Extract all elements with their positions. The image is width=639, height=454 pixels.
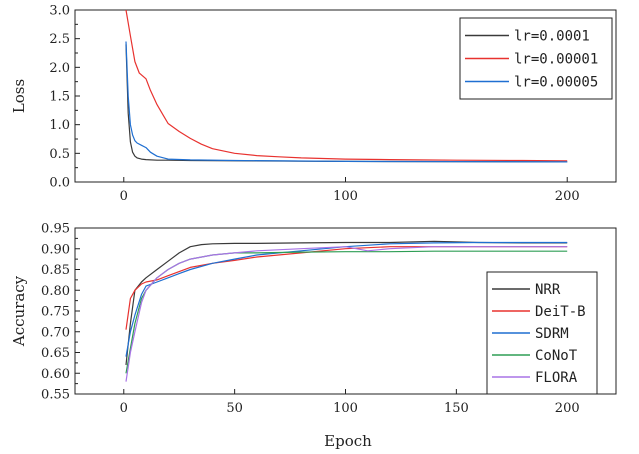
accuracy-chart: 0.55 0.60 0.65 0.70 0.75 0.80 0.85 0.90 0.95 0 50 1… — [10, 222, 616, 451]
accuracy-legend-label: SDRM — [535, 326, 569, 342]
loss-y-tick-label: 1.5 — [49, 90, 70, 105]
accuracy-x-tick-label: 100 — [333, 401, 358, 416]
accuracy-x-tick-label: 200 — [555, 401, 580, 416]
accuracy-y-tick-label: 0.95 — [41, 222, 70, 237]
accuracy-y-tick-label: 0.70 — [41, 325, 70, 340]
accuracy-x-tick-label: 0 — [120, 401, 128, 416]
loss-legend-label: lr=0.00001 — [514, 52, 598, 68]
accuracy-y-tick-label: 0.85 — [41, 263, 70, 278]
accuracy-y-tick-label: 0.75 — [41, 305, 70, 320]
accuracy-legend-label: DeiT-B — [535, 304, 586, 320]
loss-y-tick-label: 0.5 — [49, 147, 70, 162]
accuracy-y-tick-label: 0.60 — [41, 367, 70, 382]
accuracy-y-axis-label: Accuracy — [10, 275, 28, 347]
accuracy-x-axis-label: Epoch — [324, 432, 372, 450]
accuracy-x-tick-label: 50 — [226, 401, 243, 416]
accuracy-legend-label: NRR — [535, 282, 561, 298]
loss-y-tick-label: 2.5 — [49, 32, 70, 47]
loss-y-axis-label: Loss — [10, 79, 28, 113]
loss-y-tick-label: 3.0 — [49, 4, 70, 19]
loss-y-tick-label: 1.0 — [49, 118, 70, 133]
accuracy-legend-label: CoNoT — [535, 348, 578, 364]
figure: 0.0 0.5 1.0 1.5 2.0 2.5 3.0 0 100 200 Loss lr=0.0… — [0, 0, 639, 454]
accuracy-x-tick-label: 150 — [444, 401, 469, 416]
accuracy-legend-label: FLORA — [535, 370, 578, 386]
loss-legend-label: lr=0.00005 — [514, 75, 598, 91]
accuracy-legend: NRR DeiT-B SDRM CoNoT FLORA — [487, 272, 597, 394]
loss-y-tick-label: 2.0 — [49, 61, 70, 76]
loss-x-tick-label: 0 — [120, 189, 128, 204]
loss-x-tick-label: 100 — [333, 189, 358, 204]
loss-legend: lr=0.0001 lr=0.00001 lr=0.00005 — [460, 18, 612, 99]
accuracy-y-tick-label: 0.90 — [41, 242, 70, 257]
accuracy-y-tick-label: 0.55 — [41, 388, 70, 403]
loss-chart: 0.0 0.5 1.0 1.5 2.0 2.5 3.0 0 100 200 Loss lr=0.0… — [10, 4, 616, 205]
loss-x-tick-label: 200 — [555, 189, 580, 204]
loss-legend-label: lr=0.0001 — [514, 29, 590, 45]
loss-y-tick-label: 0.0 — [49, 176, 70, 191]
accuracy-y-tick-label: 0.80 — [41, 284, 70, 299]
accuracy-y-tick-label: 0.65 — [41, 346, 70, 361]
